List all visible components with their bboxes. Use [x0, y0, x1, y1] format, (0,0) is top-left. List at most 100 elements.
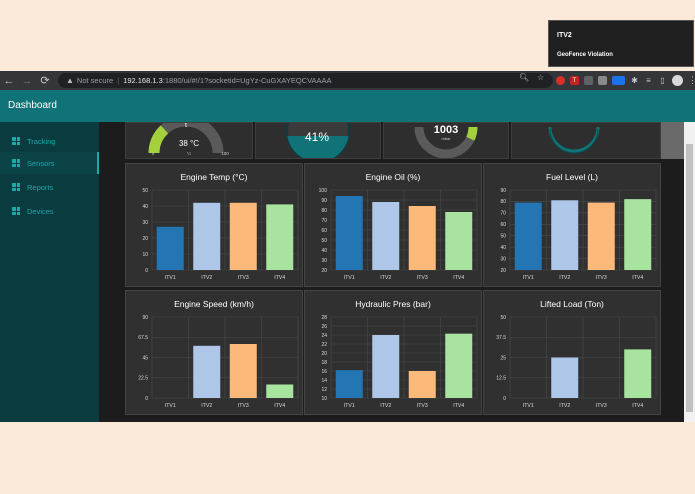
- engine-speed-chart: 0 22.5 45 67.5 90 ITV1 ITV2 ITV3 ITV4: [138, 315, 299, 409]
- x-tick-label: ITV4: [453, 275, 464, 281]
- forward-arrow-icon[interactable]: →: [21, 74, 33, 87]
- pressure-gauge: 1003 mbar: [414, 124, 478, 158]
- gauge-card-oil: 41%: [255, 122, 381, 159]
- bar-itv4[interactable]: [445, 333, 473, 398]
- x-tick-label: ITV1: [344, 403, 355, 409]
- app-header: Dashboard: [0, 90, 695, 122]
- x-tick-label: ITV4: [632, 403, 643, 409]
- sidebar: Tracking Sensors Reports Devices: [0, 122, 99, 422]
- url-host: 192.168.1.3: [123, 76, 163, 85]
- back-arrow-icon[interactable]: ←: [3, 74, 15, 87]
- x-tick-label: ITV2: [380, 275, 391, 281]
- bar-itv3[interactable]: [587, 202, 615, 270]
- x-tick-label: ITV2: [201, 275, 212, 281]
- extension-gray-icon[interactable]: [598, 76, 607, 85]
- chart-title: Hydraulic Pres (bar): [355, 299, 431, 309]
- x-tick-label: ITV1: [523, 275, 534, 281]
- chart-title: Engine Oil (%): [365, 172, 421, 182]
- page-title: Dashboard: [8, 100, 57, 111]
- x-tick-label: ITV2: [201, 403, 212, 409]
- y-tick-label: 20: [321, 351, 327, 357]
- avatar[interactable]: [672, 75, 683, 86]
- chart-title: Engine Speed (km/h): [174, 299, 254, 309]
- reload-icon[interactable]: ⟳: [40, 75, 50, 87]
- x-tick-label: ITV2: [380, 403, 391, 409]
- puzzle-icon[interactable]: ✱: [631, 76, 638, 85]
- bar-itv1[interactable]: [514, 202, 542, 270]
- fuel-gauge: [548, 126, 600, 154]
- gauge-temp-min: 0: [152, 151, 155, 156]
- y-tick-label: 90: [500, 188, 506, 194]
- bar-itv4[interactable]: [266, 204, 294, 270]
- sidebar-item-label: Sensors: [27, 158, 55, 168]
- bar-itv2[interactable]: [372, 202, 400, 270]
- sidebar-item-devices[interactable]: Devices: [0, 200, 99, 222]
- svg-text:t: t: [185, 123, 187, 129]
- sidebar-item-sensors[interactable]: Sensors: [0, 152, 99, 174]
- extension-tp-icon[interactable]: T: [570, 76, 579, 85]
- bar-itv2[interactable]: [551, 200, 579, 270]
- sensors-content: t 38 °C °C 0 100 41% 1003 mbar: [99, 122, 684, 422]
- bar-itv1[interactable]: [156, 226, 184, 270]
- bar-itv2[interactable]: [551, 357, 579, 399]
- y-tick-label: 0: [145, 268, 148, 274]
- sidebar-toggle-icon[interactable]: ▯: [660, 76, 665, 85]
- y-tick-label: 20: [500, 268, 506, 274]
- bar-itv2[interactable]: [193, 202, 221, 270]
- y-tick-label: 80: [500, 199, 506, 205]
- zoom-icon[interactable]: 🔍︎: [519, 73, 530, 82]
- bar-itv3[interactable]: [229, 344, 257, 398]
- bar-itv3[interactable]: [229, 202, 257, 270]
- extension-red-icon[interactable]: [556, 76, 565, 85]
- y-tick-label: 37.5: [496, 335, 506, 341]
- bar-itv4[interactable]: [445, 212, 473, 270]
- sidebar-item-label: Tracking: [27, 136, 56, 146]
- y-tick-label: 26: [321, 324, 327, 330]
- bar-itv3[interactable]: [408, 371, 436, 398]
- y-tick-label: 12.5: [496, 376, 506, 382]
- y-tick-label: 40: [321, 248, 327, 254]
- y-tick-label: 30: [321, 258, 327, 264]
- chart-card-engine-oil: Engine Oil (%) 20 30 40 50 60 70 80 90 100 ITV1 IT…: [304, 163, 482, 287]
- grid-icon: [12, 137, 20, 145]
- separator: |: [117, 76, 120, 85]
- bar-itv4[interactable]: [266, 384, 294, 399]
- address-bar[interactable]: ▲ Not secure | 192.168.1.3:1880/ui/#!/1?…: [58, 73, 553, 88]
- gauge-card-extra: [661, 122, 684, 159]
- bar-itv3[interactable]: [408, 206, 436, 270]
- y-tick-label: 30: [500, 256, 506, 262]
- x-tick-label: ITV4: [632, 275, 643, 281]
- y-tick-label: 40: [142, 204, 148, 210]
- geofence-notification[interactable]: ITV2 GeoFence Violation: [548, 20, 694, 67]
- y-tick-label: 90: [142, 315, 148, 321]
- x-tick-label: ITV4: [274, 403, 285, 409]
- scrollbar-thumb[interactable]: [686, 144, 693, 412]
- grid-icon: [12, 207, 20, 215]
- engine-temp-chart: 0 10 20 30 40 50 ITV1 ITV2 ITV3 ITV4: [142, 188, 299, 281]
- page-scrollbar[interactable]: [684, 122, 695, 422]
- bar-itv1[interactable]: [335, 370, 363, 398]
- x-tick-label: ITV2: [559, 403, 570, 409]
- bookmark-star-icon[interactable]: ☆: [537, 73, 545, 82]
- gauge-pressure-unit: mbar: [441, 136, 451, 141]
- more-menu-icon[interactable]: ⋮: [688, 75, 695, 85]
- gauge-temp-max: 100: [221, 151, 229, 156]
- lifted-load-chart: 0 12.5 25 37.5 50 ITV1 ITV2 ITV3 ITV4: [496, 315, 657, 409]
- bar-itv2[interactable]: [372, 335, 400, 398]
- y-tick-label: 14: [321, 378, 327, 384]
- bar-itv2[interactable]: [193, 345, 221, 398]
- sidebar-item-reports[interactable]: Reports: [0, 176, 99, 198]
- extension-shield-icon[interactable]: [584, 76, 593, 85]
- extension-new-icon[interactable]: [612, 76, 625, 85]
- reading-list-icon[interactable]: ≡: [646, 76, 651, 85]
- bar-itv4[interactable]: [624, 199, 652, 270]
- x-tick-label: ITV3: [417, 275, 428, 281]
- y-tick-label: 25: [500, 355, 506, 361]
- bar-itv1[interactable]: [335, 196, 363, 270]
- sidebar-item-label: Devices: [27, 206, 54, 216]
- y-tick-label: 60: [321, 228, 327, 234]
- gauge-temp-value: 38 °C: [179, 139, 199, 148]
- chart-card-fuel-level: Fuel Level (L) 20 30 40 50 60 70 80 90 ITV1 ITV2 I…: [483, 163, 661, 287]
- bar-itv4[interactable]: [624, 349, 652, 398]
- sidebar-item-tracking[interactable]: Tracking: [0, 130, 99, 152]
